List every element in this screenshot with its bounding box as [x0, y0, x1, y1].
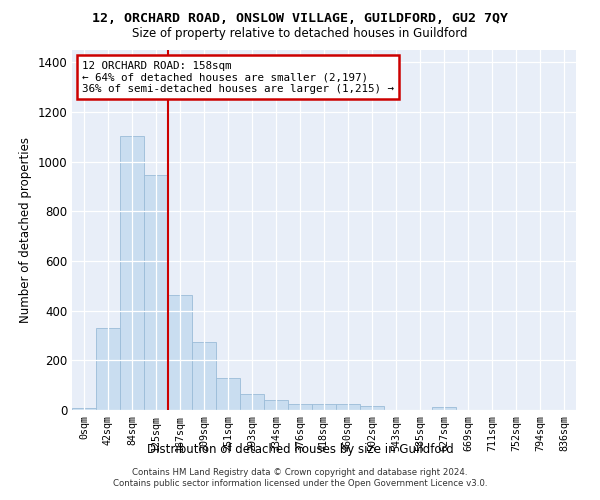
Bar: [120, 136, 144, 410]
Bar: [240, 394, 264, 410]
Bar: [288, 404, 312, 410]
Bar: [168, 294, 192, 410]
Bar: [72, 408, 96, 410]
Bar: [432, 407, 456, 410]
Bar: [360, 406, 384, 410]
Bar: [264, 400, 288, 410]
Text: 12 ORCHARD ROAD: 158sqm
← 64% of detached houses are smaller (2,197)
36% of semi: 12 ORCHARD ROAD: 158sqm ← 64% of detache…: [82, 61, 394, 94]
Bar: [192, 342, 216, 410]
Bar: [312, 404, 336, 410]
Bar: [144, 176, 168, 410]
Bar: [96, 328, 120, 410]
Text: Contains HM Land Registry data © Crown copyright and database right 2024.
Contai: Contains HM Land Registry data © Crown c…: [113, 468, 487, 487]
Text: 12, ORCHARD ROAD, ONSLOW VILLAGE, GUILDFORD, GU2 7QY: 12, ORCHARD ROAD, ONSLOW VILLAGE, GUILDF…: [92, 12, 508, 26]
Text: Distribution of detached houses by size in Guildford: Distribution of detached houses by size …: [146, 442, 454, 456]
Text: Size of property relative to detached houses in Guildford: Size of property relative to detached ho…: [132, 28, 468, 40]
Y-axis label: Number of detached properties: Number of detached properties: [19, 137, 32, 323]
Bar: [216, 378, 240, 410]
Bar: [336, 404, 360, 410]
